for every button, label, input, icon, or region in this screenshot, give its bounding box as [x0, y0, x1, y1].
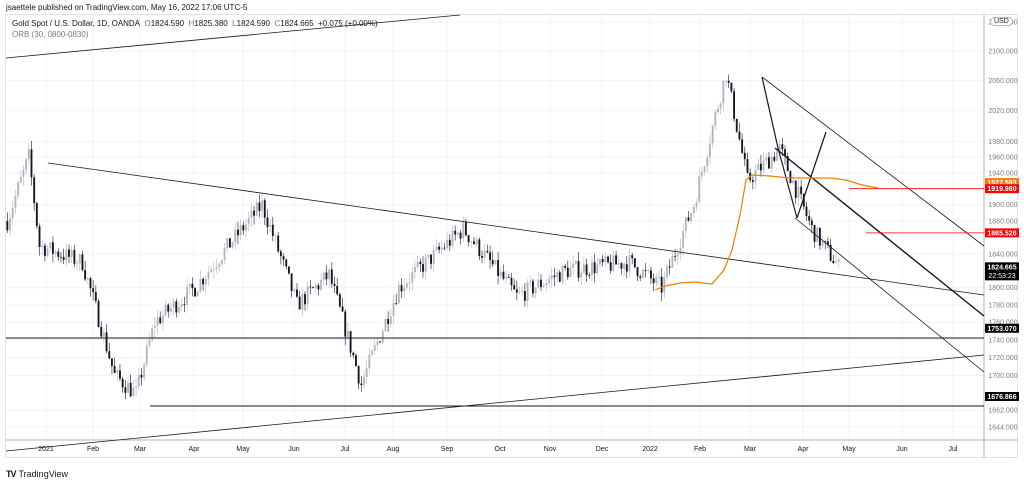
legend-change: +0.075 (+0.00%): [318, 19, 378, 28]
legend-close-label: C: [274, 19, 281, 28]
footer-brand[interactable]: TradingView: [18, 469, 69, 479]
x-tick-label: May: [842, 446, 856, 453]
y-tick-label: 1740.000: [988, 337, 1017, 344]
currency-badge[interactable]: USD: [990, 17, 1013, 26]
legend-low-label: L: [232, 19, 237, 28]
y-tick-label: 1980.000: [988, 139, 1017, 146]
x-axis: 2021 Feb Mar Apr May Jun Jul Aug Sep Oct Nov Dec 202…: [38, 446, 958, 453]
legend-high: 1825.380: [194, 19, 228, 28]
y-tick-label: 1700.000: [988, 373, 1017, 380]
legend-open-label: O: [144, 19, 151, 28]
svg-text:1927.593: 1927.593: [987, 180, 1016, 187]
y-tick-label: 2100.000: [988, 49, 1017, 56]
y-tick-label: 1940.000: [988, 170, 1017, 177]
x-tick-label: Feb: [694, 446, 706, 453]
x-tick-label: Nov: [544, 446, 557, 453]
legend-main-row: Gold Spot / U.S. Dollar, 1D, OANDA O1824…: [12, 18, 378, 29]
y-tick-label: 2060.000: [988, 78, 1017, 85]
x-tick-label: Jul: [341, 446, 350, 453]
y-tick-label: 1960.000: [988, 155, 1017, 162]
svg-text:22:53:23: 22:53:23: [988, 273, 1015, 280]
y-axis: 2140.0002100.0002060.0002020.0001980.000…: [988, 20, 1017, 432]
y-tick-label: 1760.000: [988, 320, 1017, 327]
legend-symbol[interactable]: Gold Spot / U.S. Dollar, 1D, OANDA: [12, 19, 141, 28]
x-tick-label: Oct: [495, 446, 506, 453]
trendlines: [5, 14, 985, 452]
x-tick-label: Dec: [596, 446, 609, 453]
footer: TV TradingView: [6, 469, 68, 479]
y-tick-label: 2020.000: [988, 108, 1017, 115]
y-tick-label: 1840.000: [988, 251, 1017, 258]
y-tick-label: 1800.000: [988, 285, 1017, 292]
x-tick-label: Jul: [949, 446, 958, 453]
y-tick-label: 1900.000: [988, 202, 1017, 209]
orb-line: [654, 174, 879, 291]
y-tick-label: 1662.000: [988, 408, 1017, 415]
x-tick-label: Sep: [441, 446, 454, 453]
x-tick-label: 2021: [38, 446, 54, 453]
chart-legend: Gold Spot / U.S. Dollar, 1D, OANDA O1824…: [12, 18, 378, 40]
legend-open: 1824.590: [150, 19, 185, 28]
legend-close: 1824.665: [280, 19, 314, 28]
svg-text:1824.665: 1824.665: [987, 264, 1016, 271]
x-tick-label: Feb: [87, 446, 99, 453]
x-tick-label: Apr: [798, 446, 810, 453]
publisher-line: jsaettele published on TradingView.com, …: [6, 3, 248, 12]
y-tick-label: 1720.000: [988, 355, 1017, 362]
svg-text:1919.980: 1919.980: [987, 186, 1016, 193]
x-tick-label: Aug: [387, 446, 400, 453]
x-tick-label: May: [236, 446, 250, 453]
x-tick-label: Apr: [189, 446, 201, 453]
tradingview-logo-icon: TV: [6, 469, 16, 479]
x-tick-label: 2022: [642, 446, 658, 453]
y-tick-label: 1644.000: [988, 424, 1017, 431]
x-tick-label: Mar: [134, 446, 147, 453]
legend-high-label: H: [188, 19, 195, 28]
svg-text:1676.866: 1676.866: [987, 394, 1016, 401]
y-tick-label: 1780.000: [988, 302, 1017, 309]
x-tick-label: Mar: [744, 446, 757, 453]
candles: [6, 74, 840, 400]
y-tick-label: 1880.000: [988, 218, 1017, 225]
svg-text:1865.526: 1865.526: [987, 230, 1016, 237]
red-levels: [849, 188, 984, 234]
x-tick-label: Jun: [288, 446, 299, 453]
x-tick-label: Jun: [896, 446, 907, 453]
grid: [6, 15, 1018, 458]
svg-text:1753.070: 1753.070: [987, 326, 1016, 333]
legend-indicator[interactable]: ORB (30, 0800-0830): [12, 30, 89, 39]
legend-low: 1824.590: [236, 19, 270, 28]
